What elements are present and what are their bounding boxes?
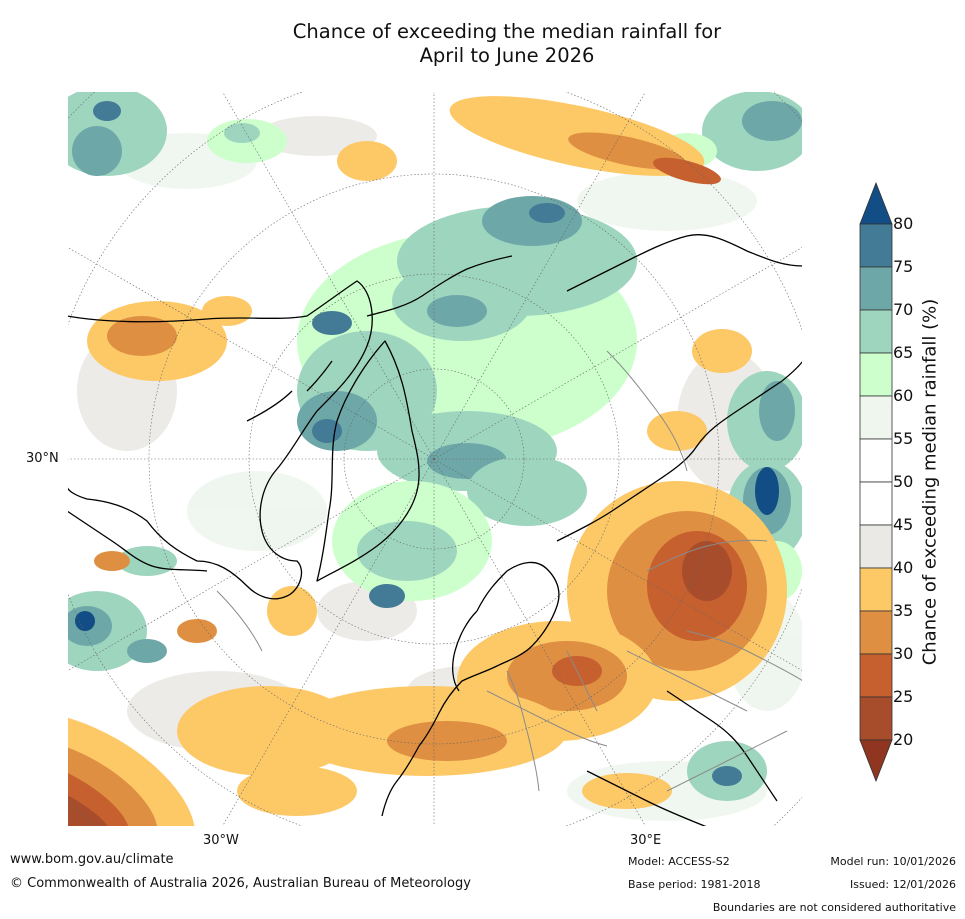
colorbar-band-70-75 (859, 266, 893, 311)
map-border (67, 91, 803, 827)
colorbar-tick-45: 45 (893, 515, 914, 534)
colorbar-band-60-65 (859, 352, 893, 397)
europe-coastline (381, 561, 560, 817)
colorbar-band-50-55 (859, 438, 893, 483)
colorbar-band-above-80 (859, 181, 893, 225)
colorbar-band-35-40 (859, 567, 893, 612)
colorbar-tick-20: 20 (893, 730, 914, 749)
norway-coastline (452, 610, 478, 692)
map-title-line-1: Chance of exceeding the median rainfall … (292, 20, 722, 43)
colorbar-band-75-80 (859, 223, 893, 268)
asia-south-coastline (666, 690, 778, 802)
colorbar-tick-30: 30 (893, 644, 914, 663)
political-boundaries (216, 350, 803, 792)
coastlines (67, 234, 803, 827)
alaska-coastline (366, 255, 513, 317)
greenland-coastline (316, 340, 420, 582)
colorbar-tick-80: 80 (893, 214, 914, 233)
colorbar-tick-60: 60 (893, 386, 914, 405)
colorbar-band-25-30 (859, 653, 893, 698)
colorbar-band-below-20 (859, 739, 893, 783)
website-link[interactable]: www.bom.gov.au/climate (10, 852, 174, 867)
colorbar-tick-55: 55 (893, 429, 914, 448)
below-median-regions (67, 96, 787, 827)
disclaimer-text: Boundaries are not considered authoritat… (712, 901, 956, 914)
model-run-text: Model run: 10/01/2026 (830, 855, 956, 868)
colorbar-tick-40: 40 (893, 558, 914, 577)
colorbar-bands (859, 181, 893, 783)
longitude-label-30w: 30°W (203, 833, 239, 848)
colorbar-tick-35: 35 (893, 601, 914, 620)
russia-north-coastline (556, 360, 803, 542)
map-title-line-2: April to June 2026 (419, 44, 595, 67)
polar-rainfall-map (67, 91, 803, 827)
map-title: Chance of exceeding the median rainfall … (0, 20, 965, 68)
longitude-label-30e: 30°E (630, 833, 662, 848)
rainfall-probability-map (67, 91, 803, 827)
colorbar-tick-50: 50 (893, 472, 914, 491)
colorbar-band-65-70 (859, 309, 893, 354)
colorbar-tick-70: 70 (893, 300, 914, 319)
colorbar-band-55-60 (859, 395, 893, 440)
siberia-coastline (566, 234, 803, 292)
colorbar-band-30-35 (859, 610, 893, 655)
colorbar-tick-75: 75 (893, 257, 914, 276)
graticule (67, 91, 803, 827)
colorbar-band-45-50 (859, 481, 893, 526)
north-america-coastline (67, 280, 373, 600)
hudson-coastline (67, 510, 208, 572)
colorbar-title: Chance of exceeding median rainfall (%) (919, 298, 941, 666)
colorbar-tick-65: 65 (893, 343, 914, 362)
base-period-text: Base period: 1981-2018 (628, 878, 761, 891)
colorbar-tick-25: 25 (893, 687, 914, 706)
mediterranean-coastline (586, 770, 708, 827)
copyright-text: © Commonwealth of Australia 2026, Austra… (10, 876, 471, 891)
above-median-regions (67, 91, 803, 801)
model-text: Model: ACCESS-S2 (628, 855, 730, 868)
colorbar-band-40-45 (859, 524, 893, 569)
colorbar-band-20-25 (859, 696, 893, 741)
latitude-label-30n: 30°N (26, 451, 59, 466)
issued-text: Issued: 12/01/2026 (849, 878, 956, 891)
colorbar (859, 181, 893, 783)
arctic-islands-coastline (246, 360, 333, 422)
